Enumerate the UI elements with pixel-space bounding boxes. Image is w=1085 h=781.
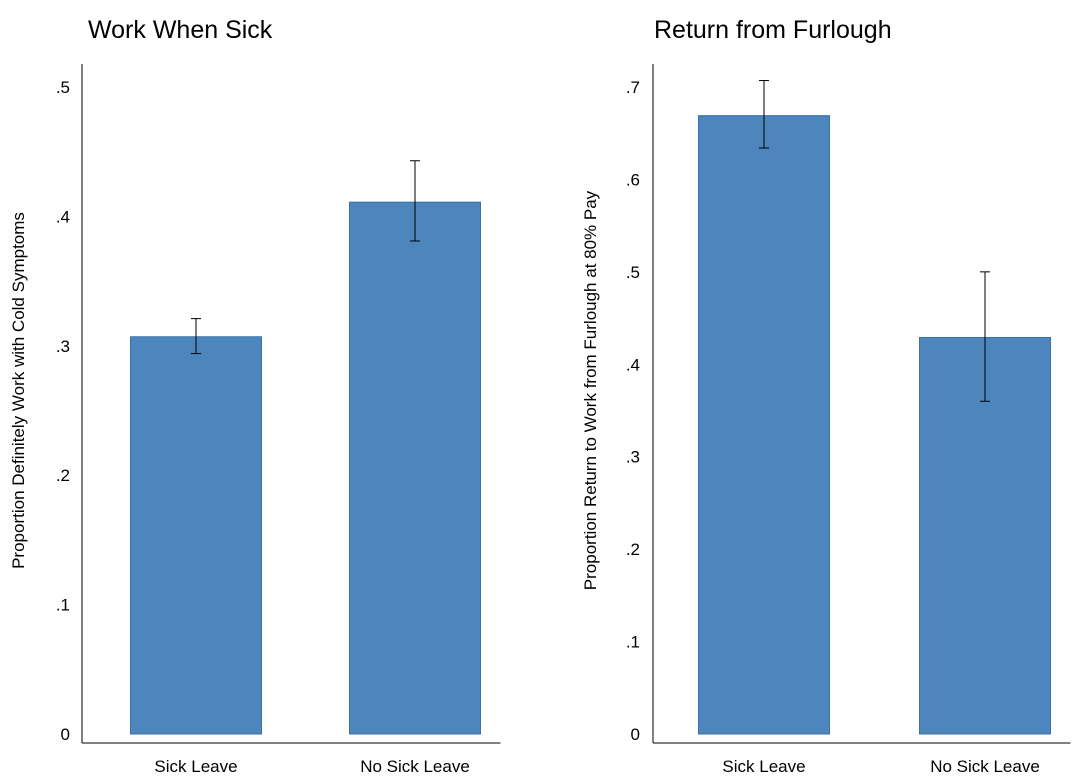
y-axis-title: Proportion Return to Work from Furlough …	[581, 190, 600, 590]
error-bar	[191, 318, 201, 355]
panel-return-from-furlough: Return from Furlough 0 .1 .2 .3 .4 .5 .6 .7 Propo…	[581, 16, 1071, 776]
y-axis-title: Proportion Definitely Work with Cold Sym…	[9, 212, 28, 569]
y-tick-label: .2	[626, 540, 640, 559]
y-tick-label: .6	[626, 170, 640, 189]
y-tick-label: 0	[61, 725, 70, 744]
chart-title: Work When Sick	[88, 16, 273, 44]
panel-work-when-sick: Work When Sick 0 .1 .2 .3 .4 .5 Proportion Defi…	[9, 16, 501, 776]
error-bar	[980, 271, 990, 402]
bar	[130, 336, 262, 735]
y-tick-label: .3	[626, 448, 640, 467]
y-tick-label: .5	[626, 263, 640, 282]
bar	[349, 201, 481, 735]
bar	[919, 336, 1051, 735]
chart-title: Return from Furlough	[654, 16, 892, 44]
x-category-label: No Sick Leave	[360, 757, 470, 776]
y-tick-label: 0	[631, 725, 640, 744]
y-tick-label: .4	[56, 207, 70, 226]
x-category-label: No Sick Leave	[930, 757, 1040, 776]
bar	[698, 115, 830, 735]
error-bar	[759, 80, 769, 149]
x-category-label: Sick Leave	[722, 757, 805, 776]
error-bar	[410, 160, 420, 242]
y-tick-label: .2	[56, 466, 70, 485]
y-tick-label: .1	[56, 596, 70, 615]
y-tick-label: .1	[626, 633, 640, 652]
y-tick-label: .5	[56, 78, 70, 97]
x-category-label: Sick Leave	[154, 757, 237, 776]
y-tick-label: .3	[56, 337, 70, 356]
y-tick-label: .7	[626, 78, 640, 97]
y-tick-label: .4	[626, 355, 640, 374]
